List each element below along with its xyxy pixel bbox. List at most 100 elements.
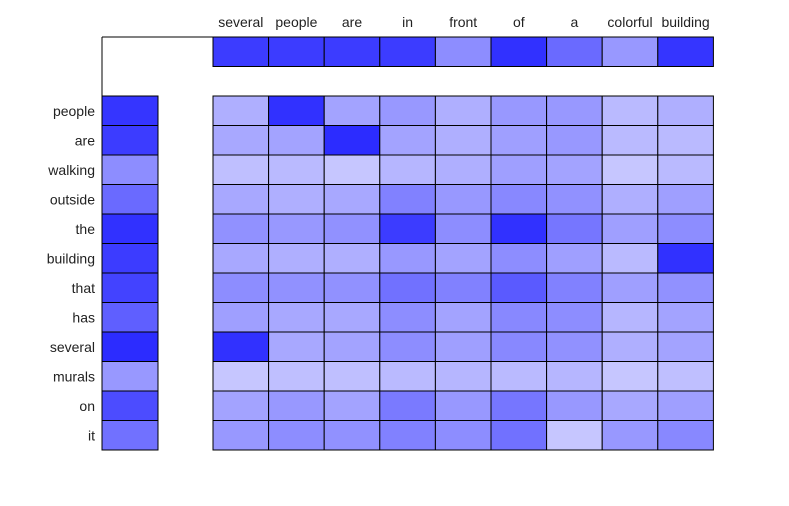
heatmap-cell	[379, 302, 436, 333]
column-summary-cell	[268, 36, 325, 67]
column-summary-cell	[379, 36, 436, 67]
column-summary-cell	[212, 36, 270, 67]
row-label: on	[79, 398, 95, 414]
heatmap-cell	[379, 95, 436, 126]
row-label: people	[53, 103, 95, 119]
heatmap-cell	[546, 302, 603, 333]
heatmap-cell	[601, 213, 659, 244]
row-label: are	[75, 132, 95, 148]
row-summary-cell	[101, 272, 159, 303]
heatmap-cell	[379, 420, 436, 451]
row-summary-strip	[101, 95, 159, 451]
heatmap-cell	[212, 361, 270, 392]
row-label: the	[76, 221, 96, 237]
row-labels: people are walking outside the building that ha…	[47, 103, 95, 444]
heatmap-cell	[490, 154, 548, 185]
heatmap-cell	[268, 361, 325, 392]
heatmap-cell	[212, 125, 270, 156]
heatmap-cell	[657, 125, 714, 156]
heatmap-cell	[323, 272, 381, 303]
heatmap-cell	[490, 184, 548, 215]
heatmap-cell	[601, 243, 659, 274]
column-label: of	[513, 14, 525, 30]
heatmap-cell	[268, 243, 325, 274]
heatmap-cell	[657, 184, 714, 215]
heatmap-cell	[212, 420, 270, 451]
heatmap-cell	[546, 272, 603, 303]
heatmap-cell	[268, 272, 325, 303]
heatmap-cell	[601, 361, 659, 392]
heatmap-cell	[657, 272, 714, 303]
frame-lines	[101, 36, 213, 96]
heatmap-cell	[657, 361, 714, 392]
row-label: that	[72, 280, 95, 296]
heatmap-cell	[434, 213, 492, 244]
heatmap-cell	[434, 154, 492, 185]
heatmap-cell	[657, 213, 714, 244]
heatmap-cell	[323, 184, 381, 215]
heatmap-cell	[490, 272, 548, 303]
column-summary-cell	[490, 36, 548, 67]
column-summary-cell	[601, 36, 659, 67]
heatmap-cell	[212, 154, 270, 185]
heatmap-cell	[490, 243, 548, 274]
heatmap-cell	[490, 331, 548, 362]
heatmap-cell	[490, 361, 548, 392]
heatmap-cell	[546, 213, 603, 244]
heatmap-cell	[212, 213, 270, 244]
heatmap-cell	[379, 361, 436, 392]
row-label: it	[88, 427, 95, 443]
heatmap-cell	[212, 390, 270, 421]
heatmap-cell	[268, 125, 325, 156]
heatmap-cell	[212, 302, 270, 333]
row-label: outside	[50, 191, 95, 207]
column-label: in	[402, 14, 413, 30]
heatmap-cell	[657, 390, 714, 421]
heatmap-cell	[490, 95, 548, 126]
column-label: front	[449, 14, 477, 30]
heatmap-cell	[434, 420, 492, 451]
heatmap-cell	[546, 331, 603, 362]
row-label: murals	[53, 368, 95, 384]
heatmap-cell	[657, 420, 714, 451]
heatmap-cell	[268, 154, 325, 185]
heatmap-cell	[601, 125, 659, 156]
column-labels: several people are in front of a colorful buildi…	[218, 14, 710, 30]
row-summary-cell	[101, 154, 159, 185]
row-label: building	[47, 250, 95, 266]
heatmap-cell	[657, 243, 714, 274]
row-summary-cell	[101, 95, 159, 126]
heatmap-cell	[601, 95, 659, 126]
heatmap-cell	[212, 243, 270, 274]
heatmap-cell	[323, 390, 381, 421]
heatmap-cell	[323, 302, 381, 333]
heatmap-cell	[546, 361, 603, 392]
heatmap-cell	[434, 302, 492, 333]
column-label: are	[342, 14, 362, 30]
heatmap-cell	[657, 95, 714, 126]
row-summary-cell	[101, 420, 159, 451]
row-label: has	[72, 309, 95, 325]
heatmap-cell	[490, 302, 548, 333]
heatmap-cell	[379, 390, 436, 421]
heatmap-cell	[379, 125, 436, 156]
heatmap-cell	[212, 331, 270, 362]
heatmap-cell	[434, 243, 492, 274]
heatmap-cell	[546, 125, 603, 156]
heatmap-cell	[490, 420, 548, 451]
column-summary-strip	[212, 36, 714, 67]
heatmap-cell	[268, 95, 325, 126]
heatmap-cell	[601, 184, 659, 215]
row-summary-cell	[101, 213, 159, 244]
heatmap-cell	[212, 272, 270, 303]
heatmap-cell	[490, 213, 548, 244]
column-label: people	[275, 14, 317, 30]
heatmap-cell	[657, 331, 714, 362]
heatmap-cell	[546, 95, 603, 126]
heatmap-cell	[379, 184, 436, 215]
heatmap-cell	[546, 420, 603, 451]
heatmap-cell	[212, 95, 270, 126]
heatmap-cell	[323, 154, 381, 185]
heatmap-cell	[546, 154, 603, 185]
heatmap-cell	[490, 390, 548, 421]
